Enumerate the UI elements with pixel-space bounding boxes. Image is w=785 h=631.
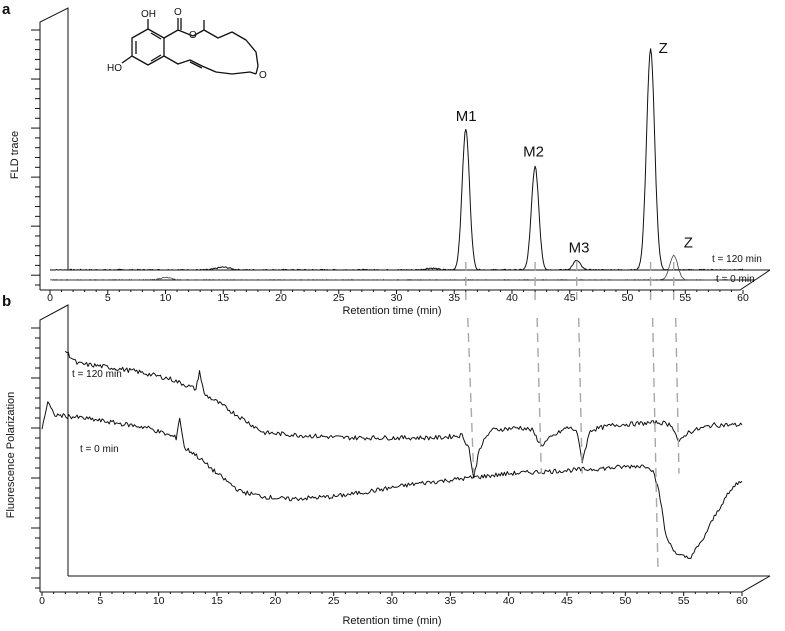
panel-b: b Fluorescence Polarization 0 5 10 15 20 25 30… xyxy=(2,293,771,627)
panel-a-y-ticks xyxy=(31,29,40,286)
panel-a-trace-t120 xyxy=(49,48,744,271)
panel-a-y-axis xyxy=(39,7,69,290)
structure-label-ester-o: O xyxy=(189,30,197,41)
structure-label-oh: OH xyxy=(141,9,156,20)
peak-label-m2: M2 xyxy=(523,144,544,161)
panel-b-letter: b xyxy=(2,293,11,310)
guide-lower-1 xyxy=(536,317,543,474)
panel-a-peak-labels: M1 M2 M3 Z Z xyxy=(456,40,693,257)
guide-lower-4 xyxy=(675,317,680,474)
panel-b-x-label: Retention time (min) xyxy=(342,615,441,627)
x-tick-label: 50 xyxy=(622,292,634,304)
x-tick-label: 15 xyxy=(211,595,223,607)
x-tick-label: 40 xyxy=(506,292,518,304)
x-tick-label: 35 xyxy=(444,595,456,607)
peak-label-z: Z xyxy=(659,40,668,57)
structure-label-ketone-o: O xyxy=(259,70,267,81)
structure-double-bonds xyxy=(135,32,162,62)
x-tick-label: 45 xyxy=(564,292,576,304)
x-tick-label: 10 xyxy=(160,292,172,304)
panel-a-x-axis xyxy=(40,269,771,291)
panel-a-x-ticks: 0 5 10 15 20 25 30 35 40 45 50 55 60 xyxy=(47,290,749,304)
panel-b-y-axis xyxy=(39,304,69,592)
panel-b-y-label: Fluorescence Polarization xyxy=(5,392,17,519)
panel-b-trace-label-t0: t = 0 min xyxy=(80,444,119,455)
panel-a: a FLD trace 0 5 10 15 20 25 30 35 40 45 50 55 60 Ret… xyxy=(2,1,771,317)
panel-b-trace-label-t120: t = 120 min xyxy=(72,369,122,380)
x-tick-label: 5 xyxy=(105,292,111,304)
panel-a-trace-label-t120: t = 120 min xyxy=(712,254,762,265)
peak-label-z-t0: Z xyxy=(684,235,693,252)
x-tick-label: 20 xyxy=(269,595,281,607)
guide-lower-0 xyxy=(467,317,475,474)
zearalenone-structure: OH O O HO O xyxy=(107,7,267,81)
structure-benzene-ring xyxy=(131,28,165,66)
structure-bonds xyxy=(121,18,259,75)
x-tick-label: 0 xyxy=(47,292,53,304)
x-tick-label: 25 xyxy=(333,292,345,304)
panel-a-x-label: Retention time (min) xyxy=(342,305,441,317)
panel-b-y-ticks xyxy=(31,327,40,589)
panel-b-x-ticks: 0 5 10 15 20 25 30 35 40 45 50 55 60 xyxy=(39,592,748,607)
peak-label-m3: M3 xyxy=(569,240,590,257)
x-tick-label: 60 xyxy=(736,595,748,607)
panel-a-y-label: FLD trace xyxy=(9,131,21,179)
structure-label-ho: HO xyxy=(107,63,122,74)
x-tick-label: 55 xyxy=(678,595,690,607)
guide-lower-3 xyxy=(651,317,659,571)
x-tick-label: 15 xyxy=(217,292,229,304)
x-tick-label: 20 xyxy=(275,292,287,304)
x-tick-label: 30 xyxy=(391,292,403,304)
panel-b-x-axis xyxy=(40,575,771,593)
structure-label-carbonyl-o: O xyxy=(174,7,182,18)
panel-a-letter: a xyxy=(2,1,11,18)
panel-b-trace-t120 xyxy=(64,350,743,479)
x-tick-label: 40 xyxy=(503,595,515,607)
x-tick-label: 30 xyxy=(386,595,398,607)
panel-a-trace-t0 xyxy=(49,254,744,281)
x-tick-label: 10 xyxy=(153,595,165,607)
x-tick-label: 0 xyxy=(39,595,45,607)
x-tick-label: 45 xyxy=(561,595,573,607)
x-tick-label: 55 xyxy=(679,292,691,304)
peak-guide-lines xyxy=(465,262,680,571)
guide-lower-2 xyxy=(577,317,583,474)
peak-label-m1: M1 xyxy=(456,108,477,125)
x-tick-label: 25 xyxy=(328,595,340,607)
x-tick-label: 50 xyxy=(619,595,631,607)
x-tick-label: 35 xyxy=(448,292,460,304)
x-tick-label: 5 xyxy=(97,595,103,607)
panel-a-trace-label-t0: t = 0 min xyxy=(716,274,755,285)
panel-b-trace-t0 xyxy=(41,401,743,559)
x-tick-label: 60 xyxy=(737,292,749,304)
